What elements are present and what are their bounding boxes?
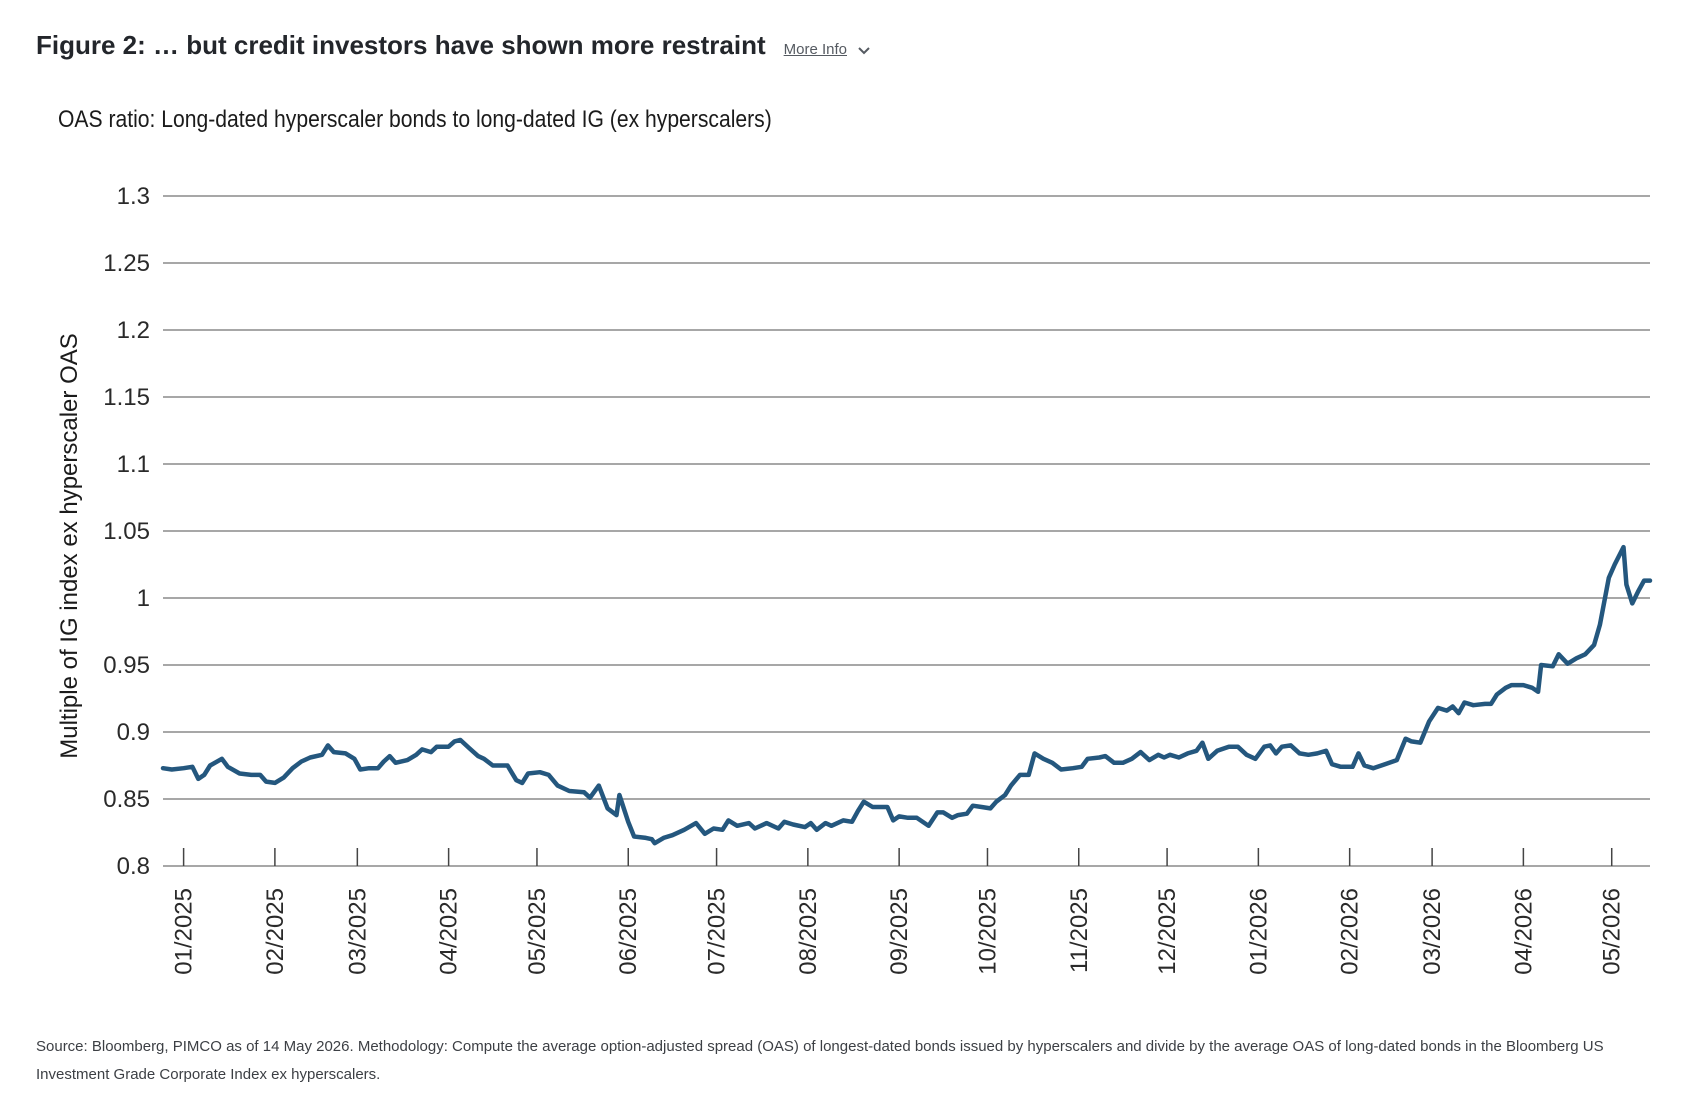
- x-axis: 01/2025 02/2025 03/2025 04/2025 05/2025 06/20…: [171, 848, 1626, 975]
- y-tick-label: 1.05: [103, 518, 150, 545]
- y-tick-label: 0.95: [103, 652, 150, 679]
- series-line: [160, 544, 1653, 846]
- source-note: Source: Bloomberg, PIMCO as of 14 May 20…: [36, 1038, 1604, 1083]
- x-tick-label: 03/2026: [1419, 888, 1446, 975]
- x-tick-label: 01/2026: [1245, 888, 1272, 975]
- y-tick-label: 1: [137, 585, 150, 612]
- gridlines: [163, 195, 1650, 867]
- y-tick-label: 0.85: [103, 786, 150, 813]
- x-tick-label: 01/2025: [171, 888, 198, 975]
- x-tick-label: 09/2025: [886, 888, 913, 975]
- x-tick-label: 06/2025: [615, 888, 642, 975]
- x-tick-label: 05/2025: [524, 888, 551, 975]
- x-tick-label: 04/2026: [1510, 888, 1537, 975]
- figure-header: Figure 2: … but credit investors have sh…: [36, 30, 871, 61]
- y-tick-label: 1.3: [117, 183, 150, 210]
- figure-title: Figure 2: … but credit investors have sh…: [36, 30, 766, 60]
- more-info-toggle[interactable]: More Info: [784, 41, 871, 58]
- y-tick-label: 0.9: [117, 719, 150, 746]
- chart-title: OAS ratio: Long-dated hyperscaler bonds …: [58, 106, 772, 133]
- y-tick-label: 1.25: [103, 250, 150, 277]
- more-info-label[interactable]: More Info: [783, 41, 847, 58]
- x-tick-label: 04/2025: [436, 888, 463, 975]
- y-axis-ticks: 0.8 0.85 0.9 0.95 1 1.05 1.1 1.15 1.2 1.25 1.3: [103, 183, 150, 880]
- x-tick-label: 07/2025: [704, 888, 731, 975]
- y-tick-label: 1.2: [117, 317, 150, 344]
- x-tick-label: 02/2025: [262, 888, 289, 975]
- chevron-down-icon[interactable]: [857, 46, 871, 56]
- x-tick-label: 12/2025: [1154, 888, 1181, 975]
- x-tick-label: 05/2026: [1599, 888, 1626, 975]
- x-tick-label: 02/2026: [1337, 888, 1364, 975]
- line-chart: 0.8 0.85 0.9 0.95 1 1.05 1.1 1.15 1.2 1.25 1.3 01/…: [56, 183, 1653, 975]
- x-tick-label: 03/2025: [344, 888, 371, 975]
- series-layer: [160, 544, 1653, 846]
- y-tick-label: 0.8: [117, 853, 150, 880]
- y-axis-title: Multiple of IG index ex hyperscaler OAS: [56, 333, 83, 759]
- y-tick-label: 1.1: [117, 451, 150, 478]
- x-tick-label: 08/2025: [795, 888, 822, 975]
- x-tick-label: 11/2025: [1066, 888, 1093, 973]
- x-tick-label: 10/2025: [974, 888, 1001, 975]
- y-tick-label: 1.15: [103, 384, 150, 411]
